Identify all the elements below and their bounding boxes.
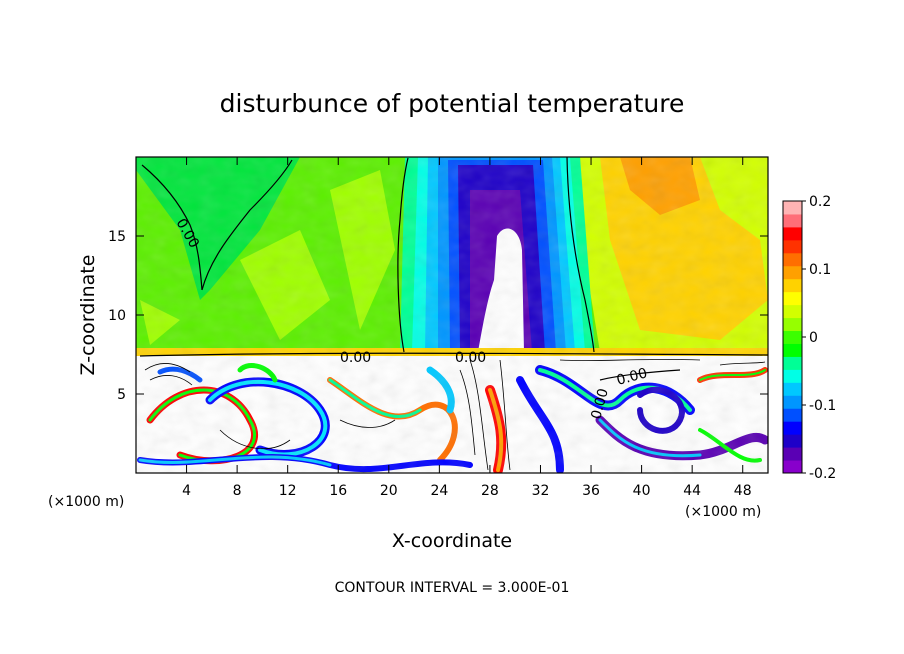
x-tick-label: 28 bbox=[481, 483, 499, 499]
x-tick-label: 4 bbox=[182, 483, 191, 499]
colorbar-swatch bbox=[783, 434, 802, 448]
colorbar-swatch bbox=[783, 343, 802, 357]
zero-contours bbox=[139, 157, 768, 381]
x-unit-left: (×1000 m) bbox=[48, 494, 124, 510]
colorbar-swatch bbox=[783, 408, 802, 422]
x-tick-label: 24 bbox=[430, 483, 448, 499]
y-tick-label: 15 bbox=[108, 229, 126, 245]
colorbar-swatch bbox=[783, 226, 802, 241]
colorbar-swatch bbox=[783, 304, 802, 319]
colorbar-tick-label: 0.2 bbox=[809, 194, 831, 210]
x-unit-right: (×1000 m) bbox=[685, 504, 761, 520]
contour-lines-lower bbox=[144, 359, 766, 471]
x-tick-label: 8 bbox=[233, 483, 242, 499]
y-axis: 5 10 15 bbox=[108, 229, 768, 403]
x-tick-label: 44 bbox=[683, 483, 701, 499]
contour-interval-footer: CONTOUR INTERVAL = 3.000E-01 bbox=[335, 580, 570, 596]
x-axis: 4 8 12 16 20 24 28 32 36 40 44 48 bbox=[182, 157, 752, 499]
colorbar-swatch bbox=[783, 278, 802, 293]
colorbar-swatch bbox=[783, 291, 802, 306]
colorbar-swatch bbox=[783, 201, 802, 215]
colorbar-swatch bbox=[783, 239, 802, 254]
x-tick-label: 20 bbox=[380, 483, 398, 499]
colorbar-swatch bbox=[783, 265, 802, 280]
x-tick-label: 32 bbox=[532, 483, 550, 499]
y-axis-label: Z-coordinate bbox=[77, 255, 99, 376]
contour-label: 0.00 bbox=[455, 350, 486, 366]
colorbar-swatch bbox=[783, 252, 802, 267]
y-tick-label: 5 bbox=[117, 387, 126, 403]
x-tick-label: 12 bbox=[279, 483, 297, 499]
x-tick-label: 40 bbox=[633, 483, 651, 499]
x-tick-label: 16 bbox=[329, 483, 347, 499]
x-tick-label: 36 bbox=[582, 483, 600, 499]
colorbar-tick-label: 0.1 bbox=[809, 262, 831, 278]
plot-area bbox=[136, 157, 768, 473]
colorbar-swatch bbox=[783, 460, 802, 474]
colorbar-swatch bbox=[783, 421, 802, 435]
colorbar-swatch bbox=[783, 447, 802, 461]
colorbar-swatch bbox=[783, 382, 802, 396]
colorbar-tick-label: -0.1 bbox=[809, 398, 836, 414]
colorbar-swatch bbox=[783, 356, 802, 370]
colorbar: -0.2 -0.1 0 0.1 0.2 bbox=[782, 194, 836, 482]
colorbar-swatch bbox=[783, 395, 802, 409]
contour-label: 0.00 bbox=[615, 365, 649, 389]
colorbar-swatch bbox=[783, 369, 802, 383]
colorbar-swatch bbox=[783, 330, 802, 344]
texture-overlay bbox=[136, 157, 768, 473]
colorbar-swatch bbox=[783, 317, 802, 332]
colorbar-tick-label: 0 bbox=[809, 330, 818, 346]
colorbar-tick-label: -0.2 bbox=[809, 466, 836, 482]
chart-title: disturbunce of potential temperature bbox=[220, 89, 685, 118]
y-tick-label: 10 bbox=[108, 308, 126, 324]
colorbar-swatch bbox=[783, 213, 802, 228]
contour-label: 0.00 bbox=[340, 350, 371, 366]
contour-label: 0.00 bbox=[588, 387, 612, 421]
x-axis-label: X-coordinate bbox=[392, 530, 512, 552]
x-tick-label: 48 bbox=[734, 483, 752, 499]
